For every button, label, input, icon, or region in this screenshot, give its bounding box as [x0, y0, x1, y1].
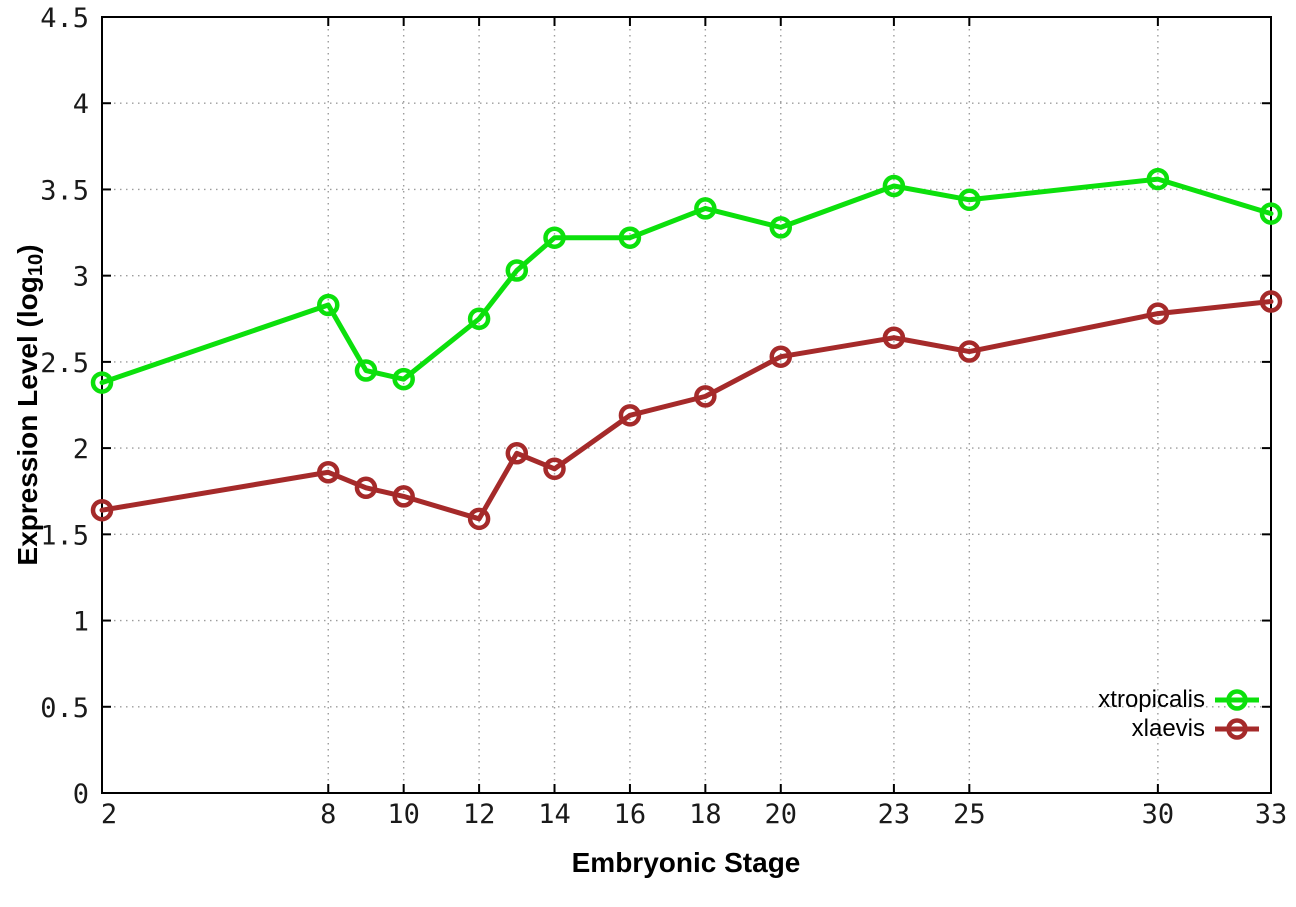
- plot-border: [101, 16, 1272, 794]
- x-tick-label-30: 30: [1142, 799, 1175, 830]
- x-tick-label-23: 23: [878, 799, 911, 830]
- y-tick-label-0: 0: [73, 779, 89, 810]
- data-point-xtropicalis-stage-18: [694, 197, 717, 220]
- x-tick-label-20: 20: [765, 799, 798, 830]
- data-point-xtropicalis-stage-14: [543, 226, 566, 249]
- y-tick-label-1.5: 1.5: [40, 520, 89, 551]
- series-line-xlaevis: [99, 299, 1274, 522]
- x-tick-label-18: 18: [689, 799, 722, 830]
- y-tick-label-2.5: 2.5: [40, 348, 89, 379]
- y-tick-label-4.5: 4.5: [40, 3, 89, 34]
- data-point-xlaevis-stage-25: [958, 340, 981, 363]
- x-tick-label-16: 16: [614, 799, 647, 830]
- data-point-xlaevis-stage-30: [1146, 302, 1170, 325]
- y-tick-label-0.5: 0.5: [40, 693, 89, 724]
- data-point-xtropicalis-stage-13: [505, 259, 529, 282]
- data-point-xtropicalis-stage-12: [467, 307, 491, 331]
- data-point-xlaevis-stage-20: [769, 345, 793, 368]
- legend: xtropicalis xlaevis: [1098, 686, 1260, 742]
- data-point-xlaevis-stage-16: [618, 404, 642, 427]
- data-point-xlaevis-stage-33: [1259, 290, 1283, 313]
- data-point-xtropicalis-stage-16: [618, 226, 642, 249]
- y-axis-title-subscript: 10: [25, 253, 48, 277]
- y-tick-label-3.5: 3.5: [40, 175, 89, 206]
- data-point-xtropicalis-stage-25: [958, 188, 981, 212]
- y-tick-label-3: 3: [73, 262, 89, 293]
- data-point-xlaevis-stage-10: [392, 485, 415, 508]
- legend-label-xlaevis: xlaevis: [1131, 715, 1205, 742]
- x-tick-label-25: 25: [953, 799, 986, 830]
- data-point-xtropicalis-stage-33: [1259, 202, 1283, 225]
- y-tick-label-2: 2: [73, 434, 89, 465]
- data-point-xtropicalis-stage-30: [1146, 167, 1170, 191]
- series-line-xtropicalis: [99, 176, 1274, 386]
- data-point-xlaevis-stage-12: [467, 507, 491, 531]
- data-point-xlaevis-stage-2: [90, 498, 114, 522]
- data-point-xlaevis-stage-14: [543, 457, 566, 481]
- x-tick-label-2: 2: [101, 799, 117, 830]
- x-tick-label-33: 33: [1255, 799, 1288, 830]
- legend-marker-xlaevis-icon: [1214, 716, 1260, 742]
- y-axis-title-close: ): [11, 244, 43, 254]
- data-point-xtropicalis-stage-9: [354, 359, 378, 382]
- y-axis-title-main: Expression Level (log: [11, 276, 43, 566]
- data-point-xlaevis-stage-8: [317, 461, 340, 484]
- y-tick-label-4: 4: [73, 89, 89, 120]
- legend-item-xtropicalis: xtropicalis: [1098, 686, 1260, 713]
- legend-sample-xlaevis: [1215, 717, 1259, 740]
- data-point-xtropicalis-stage-8: [317, 293, 340, 317]
- data-point-xtropicalis-stage-23: [882, 174, 906, 198]
- data-point-xtropicalis-stage-20: [769, 216, 793, 239]
- legend-sample-xtropicalis: [1215, 688, 1259, 711]
- legend-label-xtropicalis: xtropicalis: [1098, 686, 1205, 713]
- data-point-xlaevis-stage-23: [882, 326, 906, 349]
- x-axis-title: Embryonic Stage: [571, 847, 801, 878]
- legend-item-xlaevis: xlaevis: [1132, 715, 1260, 742]
- x-tick-label-8: 8: [320, 799, 336, 830]
- data-point-xtropicalis-stage-2: [90, 371, 114, 394]
- legend-marker-xtropicalis-icon: [1214, 687, 1260, 713]
- x-tick-label-12: 12: [463, 799, 496, 830]
- y-tick-label-1: 1: [73, 607, 89, 638]
- data-point-xlaevis-stage-9: [354, 476, 378, 500]
- data-point-xlaevis-stage-18: [694, 385, 717, 408]
- x-tick-label-10: 10: [387, 799, 420, 830]
- data-point-xlaevis-stage-13: [505, 442, 529, 465]
- y-axis-title: Expression Level (log10): [12, 244, 48, 565]
- data-point-xtropicalis-stage-10: [392, 367, 415, 391]
- x-tick-label-14: 14: [538, 799, 571, 830]
